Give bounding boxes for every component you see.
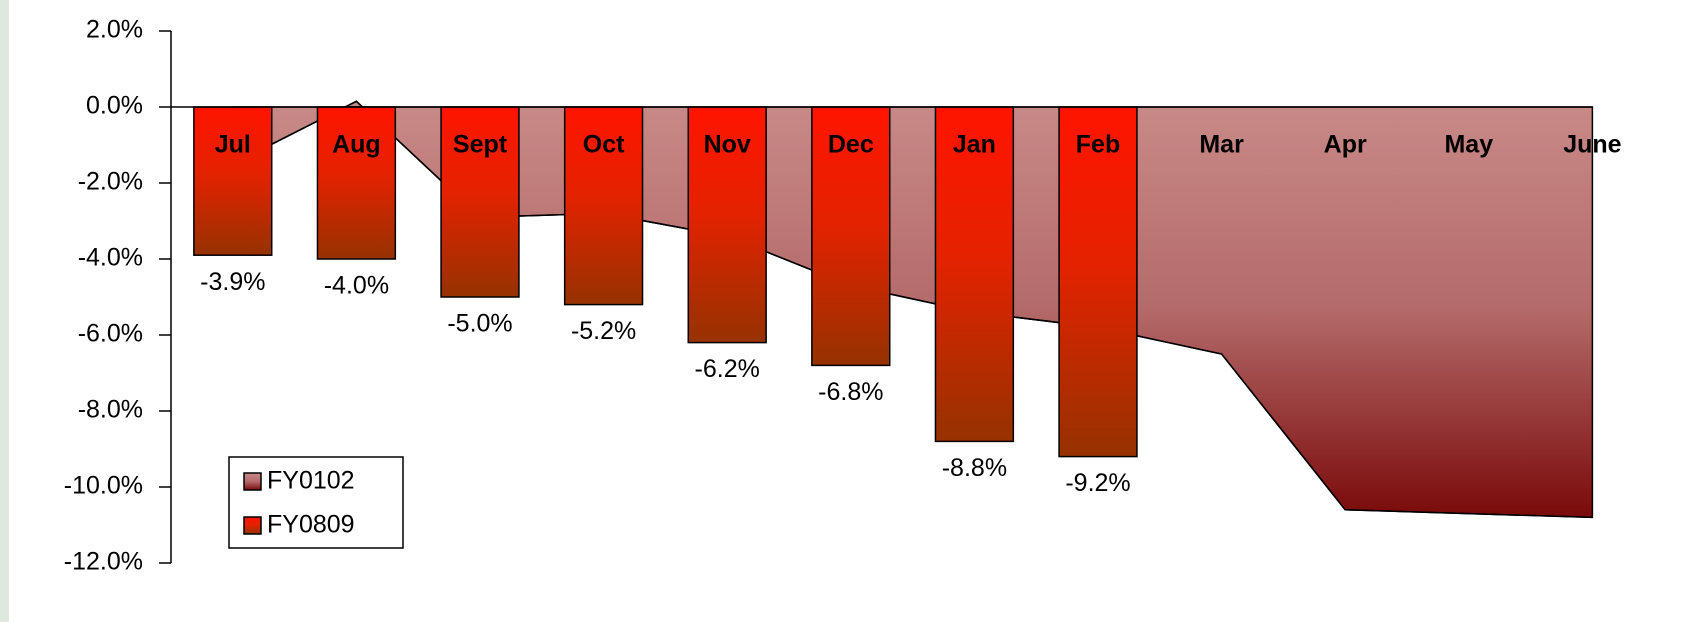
bar xyxy=(440,106,520,298)
data-label: -5.0% xyxy=(447,310,512,338)
y-tick-label: -8.0% xyxy=(78,396,143,424)
y-tick-label: 0.0% xyxy=(86,92,143,120)
y-tick-label: -4.0% xyxy=(78,244,143,272)
bar xyxy=(193,106,273,256)
legend: FY0102 FY0809 xyxy=(228,456,404,549)
bar xyxy=(687,106,767,344)
bar xyxy=(316,106,397,260)
x-tick-label: Jul xyxy=(215,131,251,159)
data-label: -3.9% xyxy=(200,268,265,296)
legend-label: FY0102 xyxy=(267,467,355,495)
page-edge xyxy=(0,0,9,622)
x-tick-label: Dec xyxy=(828,131,874,159)
y-tick-label: -12.0% xyxy=(64,548,143,576)
bar xyxy=(934,106,1015,443)
x-tick-label: May xyxy=(1444,131,1493,159)
legend-swatch xyxy=(243,472,262,491)
data-label: -8.8% xyxy=(942,454,1007,482)
legend-label: FY0809 xyxy=(267,511,355,539)
y-tick-label: -6.0% xyxy=(78,320,143,348)
legend-swatch xyxy=(243,516,262,535)
x-tick-label: June xyxy=(1563,131,1621,159)
x-tick-label: Nov xyxy=(704,131,751,159)
data-label: -4.0% xyxy=(324,272,389,300)
x-tick-label: Feb xyxy=(1076,131,1120,159)
data-label: -6.8% xyxy=(818,378,883,406)
x-tick-label: Aug xyxy=(332,131,381,159)
data-label: -5.2% xyxy=(571,317,636,345)
y-tick-label: -10.0% xyxy=(64,472,143,500)
x-tick-label: Oct xyxy=(583,131,625,159)
bar xyxy=(1058,106,1138,458)
x-tick-label: Apr xyxy=(1324,131,1367,159)
y-tick-label: 2.0% xyxy=(86,16,143,44)
x-tick-label: Jan xyxy=(953,131,996,159)
data-label: -6.2% xyxy=(695,355,760,383)
area-fill xyxy=(232,100,1594,519)
bar xyxy=(811,106,891,367)
data-label: -9.2% xyxy=(1065,469,1130,497)
x-tick-label: Mar xyxy=(1199,131,1244,159)
y-tick-label: -2.0% xyxy=(78,168,143,196)
x-tick-label: Sept xyxy=(453,131,508,159)
